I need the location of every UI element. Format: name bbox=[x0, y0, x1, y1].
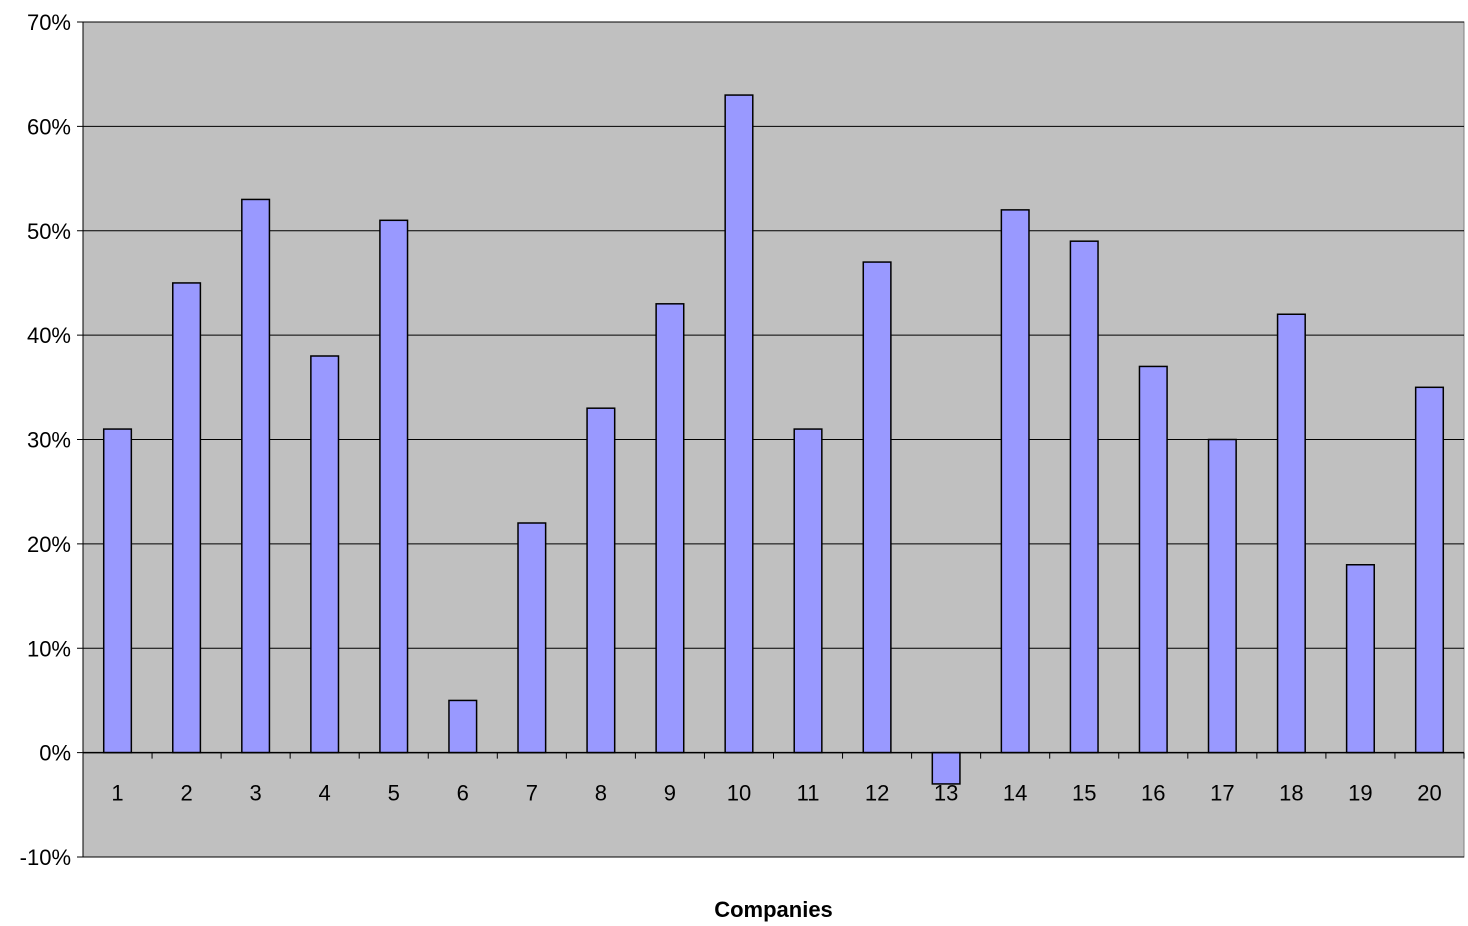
x-axis-title: Companies bbox=[714, 897, 833, 922]
x-tick-label: 19 bbox=[1348, 781, 1372, 806]
bar-company-5 bbox=[379, 219, 409, 754]
x-tick-labels: 1 2 3 4 5 6 7 8 9 10 11 12 13 14 15 16 17 18 19 20 bbox=[111, 781, 1441, 806]
x-tick-label: 17 bbox=[1210, 781, 1234, 806]
bar-company-1 bbox=[102, 428, 133, 754]
y-tick-label: 60% bbox=[27, 114, 71, 139]
x-tick-label: 5 bbox=[388, 781, 400, 806]
bar-company-19 bbox=[1345, 564, 1375, 754]
bar-company-14 bbox=[1000, 209, 1030, 754]
x-tick-label: 12 bbox=[865, 781, 889, 806]
bar-company-15 bbox=[1069, 240, 1099, 754]
x-tick-label: 20 bbox=[1417, 781, 1441, 806]
y-tick-label: 0% bbox=[39, 741, 71, 766]
y-tick-labels: -10% 0% 10% 20% 30% 40% 50% 60% 70% bbox=[20, 10, 71, 870]
x-tick-label: 13 bbox=[934, 781, 958, 806]
x-tick-label: 8 bbox=[595, 781, 607, 806]
x-tick-label: 16 bbox=[1141, 781, 1165, 806]
y-tick-label: 20% bbox=[27, 532, 71, 557]
bar-company-10 bbox=[724, 94, 754, 754]
x-tick-label: 14 bbox=[1003, 781, 1027, 806]
bar-company-2 bbox=[172, 282, 202, 754]
y-tick-label: 40% bbox=[27, 323, 71, 348]
y-tick-label: 70% bbox=[27, 10, 71, 35]
bars bbox=[102, 94, 1445, 785]
bar-company-18 bbox=[1276, 313, 1306, 754]
bar-company-16 bbox=[1138, 365, 1168, 754]
bar-company-3 bbox=[241, 198, 271, 754]
x-tick-label: 6 bbox=[457, 781, 469, 806]
x-tick-label: 1 bbox=[111, 781, 123, 806]
bar-company-6 bbox=[448, 699, 478, 754]
y-tick-label: 10% bbox=[27, 636, 71, 661]
x-tick-label: 3 bbox=[250, 781, 262, 806]
bar-company-17 bbox=[1207, 438, 1237, 754]
y-tick-label: 50% bbox=[27, 219, 71, 244]
x-tick-label: 9 bbox=[664, 781, 676, 806]
bar-company-12 bbox=[862, 261, 892, 754]
bar-company-4 bbox=[310, 355, 340, 754]
x-tick-label: 15 bbox=[1072, 781, 1096, 806]
x-tick-label: 10 bbox=[727, 781, 751, 806]
bar-company-9 bbox=[655, 303, 685, 754]
axes bbox=[77, 21, 1465, 858]
x-tick-label: 4 bbox=[319, 781, 331, 806]
bar-company-8 bbox=[586, 407, 616, 754]
bar-company-13 bbox=[931, 751, 961, 785]
bar-company-20 bbox=[1414, 386, 1445, 754]
x-tick-label: 11 bbox=[797, 781, 820, 806]
y-tick-label: -10% bbox=[20, 845, 71, 870]
x-tick-label: 7 bbox=[526, 781, 538, 806]
bar-company-7 bbox=[517, 522, 547, 754]
x-tick-label: 2 bbox=[180, 781, 192, 806]
y-tick-label: 30% bbox=[27, 428, 71, 453]
bar-company-11 bbox=[793, 428, 823, 754]
x-tick-label: 18 bbox=[1279, 781, 1303, 806]
